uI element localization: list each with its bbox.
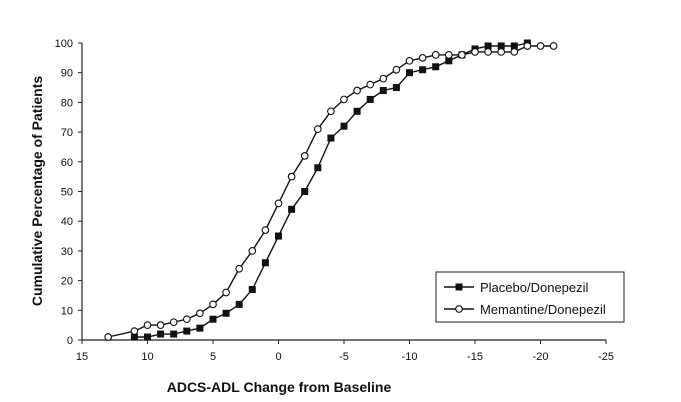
data-point: [287, 172, 296, 181]
legend: Placebo/Donepezil Memantine/Donepezil: [435, 271, 625, 323]
legend-label: Memantine/Donepezil: [480, 302, 606, 317]
legend-label: Placebo/Donepezil: [480, 280, 589, 295]
data-point: [340, 122, 348, 130]
y-tick-label: 60: [61, 157, 73, 169]
series-memantine-donepezil: [104, 42, 558, 341]
y-tick-label: 50: [61, 187, 73, 199]
data-point: [130, 327, 139, 335]
legend-marker: [455, 305, 463, 313]
data-point: [261, 259, 269, 267]
data-point: [379, 87, 387, 95]
data-point: [314, 164, 322, 172]
y-tick-label: 70: [61, 127, 73, 139]
y-tick-label: 20: [61, 276, 73, 288]
data-point: [313, 125, 322, 133]
x-tick-label: -25: [598, 351, 614, 363]
data-point: [235, 264, 244, 273]
data-point: [431, 51, 440, 59]
data-point: [536, 42, 545, 50]
data-point: [445, 57, 453, 65]
x-tick-label: -5: [339, 351, 349, 363]
data-point: [497, 42, 505, 50]
y-tick-label: 10: [61, 305, 73, 317]
y-axis-title: Cumulative Percentage of Patients: [29, 76, 45, 307]
data-point: [275, 232, 282, 240]
x-tick-label: 0: [275, 351, 281, 363]
data-point: [366, 95, 374, 103]
data-point: [288, 205, 296, 213]
data-point: [222, 288, 230, 297]
data-point: [182, 315, 191, 324]
data-point: [156, 321, 165, 330]
data-point: [248, 286, 256, 294]
legend-frame: [435, 271, 625, 323]
data-point: [143, 321, 152, 330]
data-point: [405, 56, 414, 65]
data-point: [444, 51, 453, 59]
data-point: [510, 48, 519, 56]
data-point: [196, 324, 204, 332]
data-point: [549, 42, 558, 50]
x-tick-label: -20: [533, 351, 549, 363]
data-point: [222, 309, 230, 317]
x-tick-label: -10: [402, 351, 418, 363]
data-point: [104, 333, 113, 341]
data-point: [248, 247, 257, 255]
data-point: [497, 48, 506, 56]
data-point: [392, 84, 400, 92]
data-point: [209, 315, 217, 323]
x-tick-label: 10: [141, 351, 153, 363]
series-line: [108, 45, 554, 338]
x-tick-label: 15: [76, 351, 88, 363]
data-point: [170, 330, 178, 338]
data-point: [406, 69, 413, 77]
data-point: [366, 80, 375, 89]
data-point: [144, 333, 151, 341]
data-point: [353, 86, 361, 95]
data-point: [432, 63, 440, 71]
data-point: [419, 66, 427, 74]
data-point: [209, 300, 217, 309]
data-point: [353, 107, 361, 115]
data-point: [418, 53, 427, 62]
data-point: [484, 48, 492, 56]
data-point: [327, 107, 335, 116]
series-layer: [104, 39, 558, 341]
legend-marker: [455, 283, 463, 291]
y-tick-label: 90: [61, 68, 73, 80]
data-point: [327, 134, 335, 142]
y-tick-label: 80: [61, 97, 73, 109]
data-point: [379, 74, 388, 83]
data-point: [301, 188, 309, 195]
data-point: [261, 226, 270, 234]
data-point: [392, 65, 401, 74]
data-point: [510, 42, 518, 50]
data-point: [235, 300, 243, 308]
data-point: [471, 48, 479, 56]
data-point: [458, 51, 466, 59]
x-axis-title: ADCS-ADL Change from Baseline: [167, 379, 392, 395]
y-tick-label: 30: [61, 246, 73, 258]
x-tick-label: -15: [467, 351, 483, 363]
data-point: [157, 330, 165, 338]
data-point: [196, 309, 204, 318]
y-tick-label: 0: [67, 335, 73, 347]
x-tick-label: 5: [210, 351, 216, 363]
data-point: [274, 199, 283, 208]
data-point: [300, 152, 309, 160]
data-point: [523, 42, 532, 50]
data-point: [169, 318, 178, 327]
y-tick-label: 100: [55, 38, 73, 50]
data-point: [484, 42, 492, 50]
y-tick-label: 40: [61, 216, 73, 228]
data-point: [183, 327, 191, 335]
data-point: [130, 333, 138, 341]
data-point: [340, 95, 348, 104]
